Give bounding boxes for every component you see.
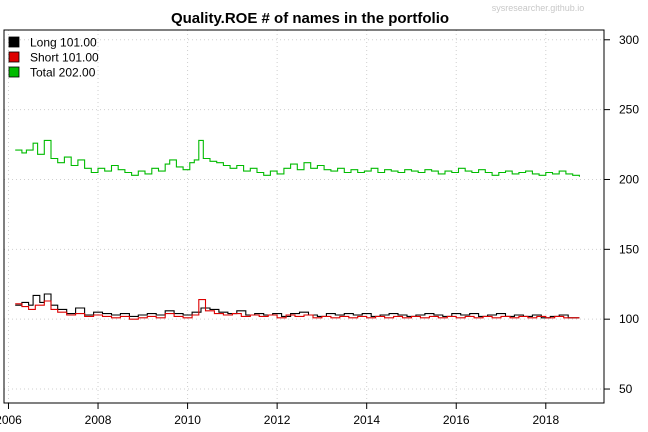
legend-label-short: Short 101.00	[30, 51, 99, 65]
y-tick-label: 50	[619, 382, 633, 396]
y-tick-label: 100	[619, 312, 639, 326]
series-lines	[15, 139, 580, 320]
watermark: sysresearcher.github.io	[492, 3, 585, 13]
x-tick-label: 2006	[0, 413, 22, 427]
grid	[4, 30, 604, 403]
y-axis: 50 100 150 200 250 300	[604, 33, 639, 396]
legend-swatch-total	[8, 66, 20, 78]
x-tick-label: 2012	[264, 413, 291, 427]
x-tick-label: 2018	[532, 413, 559, 427]
y-tick-label: 300	[619, 33, 639, 47]
x-tick-label: 2016	[443, 413, 470, 427]
series-line-long	[15, 293, 580, 319]
x-axis: 2006 2008 2010 2012 2014 2016 2018	[0, 403, 559, 427]
series-line-total	[15, 139, 580, 177]
series-line-short	[15, 299, 580, 320]
legend: Long 101.00 Short 101.00 Total 202.00	[8, 36, 99, 80]
legend-label-total: Total 202.00	[30, 66, 96, 80]
chart-title: Quality.ROE # of names in the portfolio	[171, 10, 449, 27]
plot-frame	[3, 29, 605, 404]
x-tick-label: 2014	[353, 413, 380, 427]
legend-label-long: Long 101.00	[30, 36, 97, 50]
x-tick-label: 2008	[85, 413, 112, 427]
y-tick-label: 200	[619, 172, 639, 186]
legend-swatch-short	[8, 51, 20, 63]
x-tick-label: 2010	[174, 413, 201, 427]
y-tick-label: 150	[619, 242, 639, 256]
legend-swatch-long	[8, 36, 20, 48]
y-tick-label: 250	[619, 103, 639, 117]
